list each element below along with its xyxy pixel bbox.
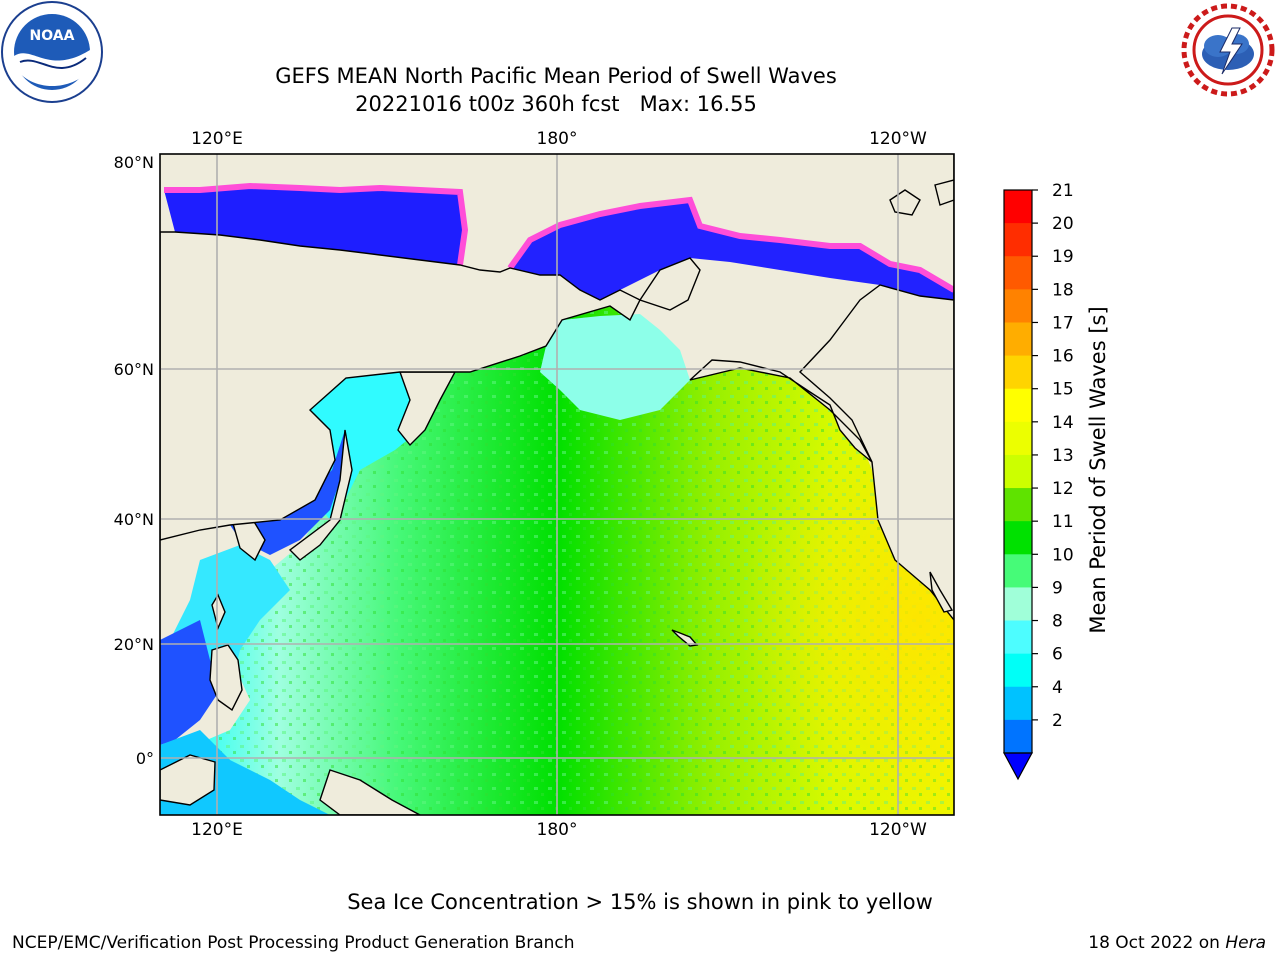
colorbar-segment [1004,256,1032,290]
lat-label-20n: 20°N [114,635,154,654]
alaska-land [689,359,873,463]
graticule [160,154,954,815]
colorbar-label: Mean Period of Swell Waves [s] [1086,306,1110,634]
lon-labels-top: 120°E 180° 120°W [191,129,927,149]
canada-arctic-islands-2 [934,179,954,206]
colorbar-segment [1004,521,1032,555]
baja-california-land [929,571,954,613]
lon-label-top-180: 180° [537,129,578,149]
colorbar-tick-label: 6 [1052,645,1063,665]
colorbar-tick-label: 12 [1052,479,1074,499]
colorbar-segment [1004,421,1032,456]
colorbar-segment [1004,686,1032,721]
lon-label-bottom-120w: 120°W [869,820,927,840]
colorbar-segment [1004,587,1032,622]
hawaii-land [671,629,699,647]
philippines-land [209,644,243,712]
new-guinea-land [319,769,421,815]
colorbar-segment [1004,223,1032,257]
colorbar-segment [1004,554,1032,588]
lon-label-top-120w: 120°W [869,129,927,149]
japan-land [288,429,353,561]
south-china-sea-field [160,620,220,745]
colorbar-segment [1004,322,1032,357]
colorbar-tick-label: 11 [1052,512,1074,532]
lat-labels: 80°N 60°N 40°N 20°N 0° [114,153,154,768]
colorbar-tick-label: 2 [1052,711,1063,731]
colorbar-segment [1004,620,1032,655]
colorbar-segment [1004,355,1032,390]
colorbar-tick-label: 18 [1052,280,1074,300]
lon-label-bottom-180: 180° [537,820,578,840]
lat-label-80n: 80°N [114,153,154,172]
colorbar-segment [1004,488,1032,522]
colorbar-segment [1004,653,1032,688]
lon-labels-bottom: 120°E 180° 120°W [191,820,927,840]
colorbar-outline [1003,189,1033,754]
footer-credit: NCEP/EMC/Verification Post Processing Pr… [12,933,575,953]
chukotka-land [638,257,701,311]
borneo-land [160,754,216,806]
colorbar-tick-label: 16 [1052,347,1074,367]
figure-title: GEFS MEAN North Pacific Mean Period of S… [275,64,837,88]
colorbar-tick-label: 14 [1052,413,1074,433]
lat-label-40n: 40°N [114,510,154,529]
footer-date: 18 Oct 2022 on Hera [1088,933,1266,953]
figure-subtitle: 20221016 t00z 360h fcst Max: 16.55 [355,92,757,116]
colorbar: 21 20 19 18 17 16 15 14 13 12 11 10 9 8 6 4 2 [1002,181,1074,781]
sea-ice-note: Sea Ice Concentration > 15% is shown in … [347,890,933,914]
colorbar-tick-label: 13 [1052,446,1074,466]
taiwan-land [211,593,226,631]
colorbar-tick-label: 15 [1052,380,1074,400]
noaa-logo: NOAA [1,1,103,103]
colorbar-segment [1004,289,1032,323]
colorbar-tick-label: 17 [1052,313,1074,333]
north-america-west-coast [798,154,954,622]
colorbar-tick-label: 4 [1052,678,1063,698]
coastlines [160,154,954,815]
colorbar-segment [1004,388,1032,423]
colorbar-tick-label: 10 [1052,545,1074,565]
colorbar-tick-label: 9 [1052,578,1063,598]
colorbar-segment [1004,190,1032,224]
colorbar-tick-label: 21 [1052,181,1074,201]
colorbar-under-extension [1002,752,1034,781]
nws-logo [1180,2,1276,98]
map-frame [159,153,955,816]
japan-sea-field [230,430,345,555]
arctic-east-siberian-field [164,186,465,265]
map-panel [160,154,954,815]
noaa-logo-text: NOAA [30,28,75,44]
sea-ice-edge-east [507,196,954,293]
lat-label-60n: 60°N [114,360,154,379]
lon-label-top-120e: 120°E [191,129,243,149]
lat-label-0: 0° [136,749,154,768]
arctic-chukchi-field [510,200,954,300]
colorbar-tick-label: 20 [1052,214,1074,234]
colorbar-segment [1004,719,1032,754]
footer-machine: Hera [1225,933,1266,953]
sea-ice-edge-west [164,182,469,266]
bering-sea-field [540,314,690,420]
lon-label-bottom-120e: 120°E [191,820,243,840]
footer-date-text: 18 Oct 2022 on [1088,933,1226,953]
colorbar-tick-label: 19 [1052,247,1074,267]
colorbar-segment [1004,454,1032,489]
colorbar-tick-label: 8 [1052,612,1063,632]
siberia-north-land [160,231,641,541]
